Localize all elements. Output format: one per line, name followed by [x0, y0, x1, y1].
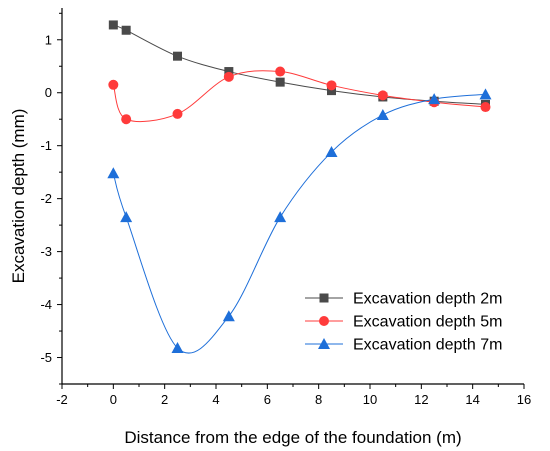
data-point-excavation-depth-5m	[172, 108, 183, 119]
data-point-excavation-depth-2m	[108, 20, 118, 30]
data-point-excavation-depth-2m	[224, 67, 234, 77]
y-tick-label: -5	[40, 350, 52, 365]
data-point-excavation-depth-7m	[325, 146, 338, 158]
series-line-excavation-depth-5m	[112, 70, 486, 123]
legend: Excavation depth 2m Excavation depth 5m Ex…	[305, 291, 502, 354]
x-tick-label: 4	[212, 392, 219, 407]
x-tick-label: 2	[161, 392, 168, 407]
legend-label-excavation-depth-5m: Excavation depth 5m	[353, 314, 502, 331]
data-point-excavation-depth-7m	[120, 211, 133, 223]
y-tick-label: 0	[45, 85, 52, 100]
legend-marker-excavation-depth-7m	[318, 338, 330, 349]
data-point-excavation-depth-2m	[173, 51, 182, 61]
data-point-excavation-depth-7m	[376, 108, 389, 120]
data-point-excavation-depth-5m	[377, 90, 388, 101]
series-line-excavation-depth-2m	[113, 24, 486, 105]
x-axis-title: Distance from the edge of the foundation…	[124, 428, 461, 447]
x-tick-label: 12	[414, 392, 428, 407]
y-tick-label: 1	[45, 32, 52, 47]
series-line-excavation-depth-7m	[112, 93, 486, 354]
y-tick-label: -2	[40, 191, 52, 206]
y-tick-label: -4	[40, 297, 52, 312]
x-tick-label: 10	[363, 392, 377, 407]
data-point-excavation-depth-5m	[480, 102, 491, 113]
x-tick-label: 16	[517, 392, 531, 407]
data-point-excavation-depth-2m	[327, 86, 336, 96]
data-point-excavation-depth-5m	[275, 66, 286, 77]
y-axis-title: Excavation depth (mm)	[9, 109, 28, 284]
x-tick-label: 0	[110, 392, 117, 407]
y-tick-label: -3	[40, 244, 52, 259]
data-point-excavation-depth-5m	[121, 114, 132, 125]
data-point-excavation-depth-7m	[107, 167, 120, 179]
x-tick-label: -2	[56, 392, 68, 407]
data-point-excavation-depth-5m	[108, 79, 119, 90]
legend-label-excavation-depth-2m: Excavation depth 2m	[353, 291, 502, 308]
data-point-excavation-depth-7m	[274, 211, 287, 223]
legend-label-excavation-depth-7m: Excavation depth 7m	[353, 337, 502, 354]
data-point-excavation-depth-7m	[428, 93, 441, 105]
data-point-excavation-depth-7m	[171, 341, 184, 353]
data-point-excavation-depth-7m	[479, 88, 492, 100]
ticks	[57, 12, 525, 389]
x-tick-label: 8	[315, 392, 322, 407]
data-point-excavation-depth-5m	[326, 80, 337, 91]
data-point-excavation-depth-7m	[222, 310, 235, 322]
data-point-excavation-depth-5m	[223, 71, 234, 82]
data-point-excavation-depth-2m	[121, 25, 131, 35]
x-tick-label: 14	[465, 392, 479, 407]
series-markers	[107, 20, 492, 353]
y-tick-label: -1	[40, 138, 52, 153]
legend-marker-excavation-depth-5m	[319, 316, 329, 326]
data-point-excavation-depth-2m	[275, 77, 285, 87]
legend-marker-excavation-depth-2m	[319, 293, 329, 303]
x-tick-label: 6	[264, 392, 271, 407]
